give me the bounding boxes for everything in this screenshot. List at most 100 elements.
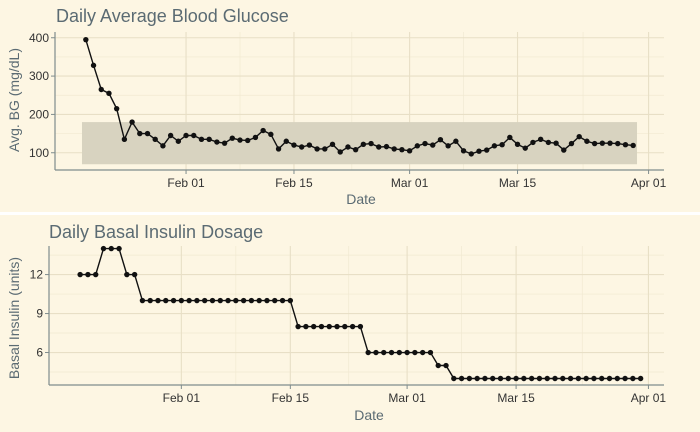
glucose-data-point xyxy=(584,138,590,144)
insulin-data-point xyxy=(131,271,138,278)
glucose-data-point xyxy=(275,146,282,152)
insulin-data-point xyxy=(567,375,574,382)
glucose-data-point xyxy=(337,149,343,155)
glucose-data-point xyxy=(268,131,274,138)
insulin-data-point xyxy=(606,375,613,382)
insulin-data-point xyxy=(163,297,169,304)
insulin-x-tick-label: Apr 01 xyxy=(631,391,667,405)
insulin-data-point xyxy=(201,297,208,304)
insulin-y-tick-label: 12 xyxy=(30,268,44,282)
glucose-data-point xyxy=(507,134,513,141)
glucose-data-point xyxy=(206,136,212,143)
glucose-data-point xyxy=(260,127,266,134)
insulin-data-point xyxy=(155,297,161,304)
glucose-data-point xyxy=(245,137,251,144)
insulin-x-tick-label: Feb 15 xyxy=(272,391,310,405)
glucose-data-point xyxy=(445,143,451,149)
insulin-data-point xyxy=(85,271,91,278)
glucose-data-point xyxy=(391,146,397,152)
glucose-y-axis-label: Avg. BG (mg/dL) xyxy=(6,48,22,152)
insulin-data-point xyxy=(318,323,325,330)
glucose-data-point xyxy=(530,139,536,146)
insulin-data-point xyxy=(575,375,582,382)
glucose-data-point xyxy=(121,136,128,143)
glucose-data-point xyxy=(175,138,182,144)
insulin-data-point xyxy=(365,349,371,356)
insulin-data-point xyxy=(396,349,403,356)
glucose-data-point xyxy=(468,151,474,157)
insulin-data-point xyxy=(240,297,247,304)
insulin-x-axis-label: Date xyxy=(354,407,384,423)
insulin-data-point xyxy=(583,375,589,382)
glucose-data-point xyxy=(298,144,305,150)
insulin-data-point xyxy=(528,375,535,382)
glucose-data-point xyxy=(229,135,236,141)
insulin-data-point xyxy=(116,245,122,252)
insulin-data-point xyxy=(77,271,83,278)
insulin-data-point xyxy=(591,375,597,382)
glucose-data-point xyxy=(252,134,259,141)
glucose-data-point xyxy=(183,132,189,139)
glucose-data-point xyxy=(137,130,143,137)
insulin-data-point xyxy=(427,349,434,356)
glucose-x-tick-label: Feb 15 xyxy=(275,176,313,190)
insulin-y-tick-label: 9 xyxy=(36,307,43,321)
glucose-data-point xyxy=(314,146,320,152)
insulin-data-point xyxy=(381,349,387,356)
insulin-y-axis-label: Basal Insulin (units) xyxy=(6,257,22,379)
glucose-data-point xyxy=(615,140,621,147)
insulin-data-point xyxy=(466,375,473,382)
insulin-data-point xyxy=(303,323,309,330)
glucose-data-point xyxy=(237,137,243,143)
insulin-data-point xyxy=(217,297,223,304)
insulin-data-point xyxy=(419,349,426,356)
insulin-x-tick-label: Mar 01 xyxy=(388,391,426,405)
glucose-chart: Daily Average Blood Glucose Date Avg. BG… xyxy=(6,6,667,207)
insulin-x-tick-label: Mar 15 xyxy=(497,391,535,405)
insulin-chart-title: Daily Basal Insulin Dosage xyxy=(49,222,263,242)
glucose-data-point xyxy=(430,142,436,148)
glucose-data-point xyxy=(483,147,490,153)
insulin-data-point xyxy=(404,349,410,356)
glucose-x-axis-label: Date xyxy=(346,191,376,207)
glucose-data-point xyxy=(144,130,151,137)
insulin-data-point xyxy=(209,297,216,304)
insulin-plot-area: Feb 01 Feb 15 Mar 01 Mar 15 Apr 01 6 9 12 xyxy=(30,245,667,405)
insulin-data-point xyxy=(287,297,294,304)
glucose-data-point xyxy=(329,141,336,148)
glucose-data-point xyxy=(522,145,528,151)
glucose-x-tick-label: Mar 01 xyxy=(391,176,429,190)
glucose-data-point xyxy=(491,143,498,149)
insulin-data-point xyxy=(194,297,200,304)
insulin-data-point xyxy=(139,297,146,304)
glucose-data-point xyxy=(152,136,158,143)
insulin-data-point xyxy=(225,297,231,304)
glucose-data-point xyxy=(460,148,467,154)
insulin-data-point xyxy=(435,362,441,369)
glucose-chart-title: Daily Average Blood Glucose xyxy=(56,6,289,26)
glucose-data-point xyxy=(198,136,205,143)
glucose-data-point xyxy=(553,140,559,146)
insulin-data-point xyxy=(100,245,107,252)
glucose-data-point xyxy=(514,141,521,148)
insulin-data-point xyxy=(233,297,239,304)
glucose-data-point xyxy=(622,142,629,148)
insulin-data-point xyxy=(637,375,644,382)
glucose-data-point xyxy=(437,137,444,143)
insulin-data-point xyxy=(497,375,504,382)
insulin-data-point xyxy=(93,271,99,278)
glucose-y-tick-label: 400 xyxy=(29,31,49,45)
insulin-data-point xyxy=(186,297,192,304)
glucose-data-point xyxy=(591,140,598,147)
insulin-data-point xyxy=(630,375,636,382)
glucose-data-point xyxy=(83,36,89,43)
glucose-data-point xyxy=(414,143,421,149)
glucose-data-point xyxy=(406,148,413,154)
insulin-chart: Daily Basal Insulin Dosage Date Basal In… xyxy=(6,222,666,423)
glucose-data-point xyxy=(499,142,505,148)
insulin-data-point xyxy=(264,297,270,304)
glucose-data-point xyxy=(607,140,613,146)
insulin-data-point xyxy=(513,375,519,382)
glucose-data-point xyxy=(291,142,297,148)
insulin-data-point xyxy=(349,323,356,330)
